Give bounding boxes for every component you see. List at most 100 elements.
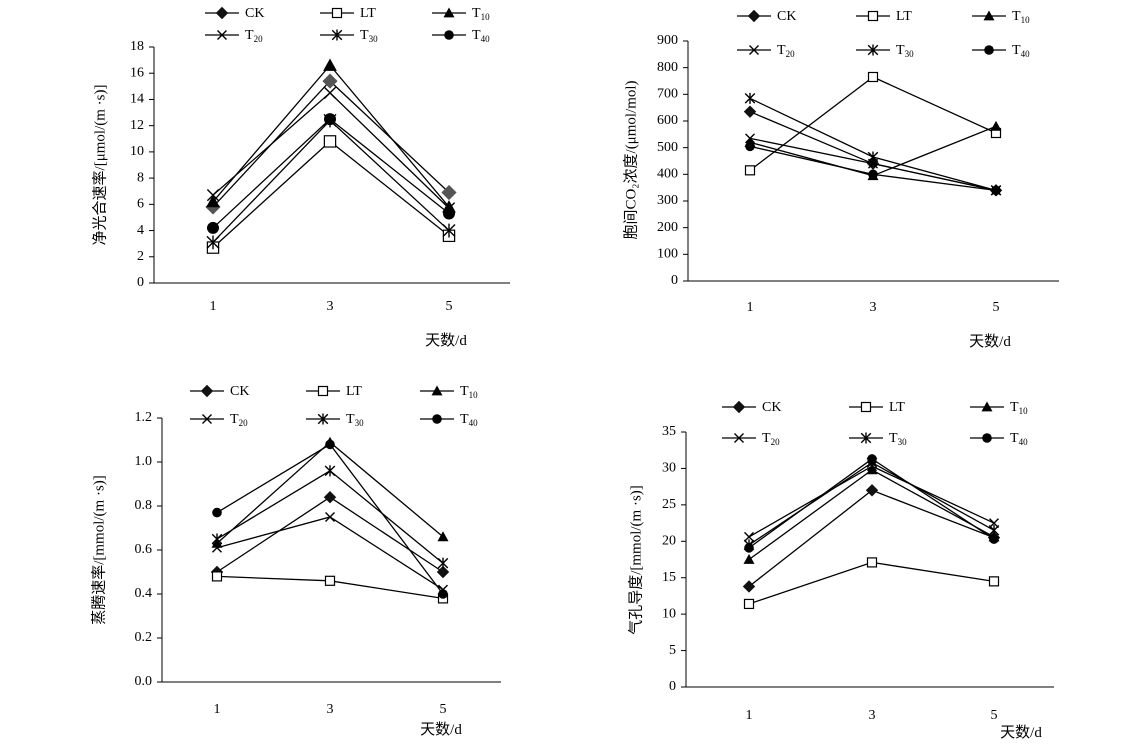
legend-label: T40 xyxy=(472,28,490,44)
data-point xyxy=(323,58,337,71)
legend-item-t20: T20 xyxy=(722,431,780,447)
data-point xyxy=(437,531,449,542)
series-line xyxy=(748,465,995,538)
y-tick-label: 14 xyxy=(130,92,144,107)
data-point xyxy=(322,73,338,89)
data-point xyxy=(436,565,450,579)
series-lt xyxy=(744,71,1002,176)
data-point xyxy=(207,221,219,234)
data-point xyxy=(437,557,449,569)
data-point xyxy=(867,454,877,464)
data-point xyxy=(743,554,755,564)
legend-label: T40 xyxy=(460,412,478,428)
legend-marker xyxy=(867,10,879,22)
y-axis-label: 蒸腾速率/[mmol/(m ·s)] xyxy=(90,475,107,625)
x-axis-label: 天数/d xyxy=(969,333,1011,350)
y-tick-label: 0.0 xyxy=(135,674,153,689)
legend-marker xyxy=(331,7,343,19)
data-point xyxy=(744,165,756,176)
series-line xyxy=(212,92,450,209)
legend-label: T30 xyxy=(896,43,914,59)
legend-item-t20: T20 xyxy=(205,28,263,44)
legend-item-t20: T20 xyxy=(190,412,248,428)
y-tick-label: 8 xyxy=(137,170,144,185)
legend-marker xyxy=(860,401,872,413)
legend-label: LT xyxy=(360,6,376,21)
legend-label: T10 xyxy=(472,6,490,22)
x-tick-label: 3 xyxy=(870,300,877,315)
legend: CK LT T10 T20 T30 T40 xyxy=(737,9,1030,59)
legend-label: T20 xyxy=(762,431,780,447)
legend-item-lt: LT xyxy=(856,9,912,24)
legend-item-t40: T40 xyxy=(420,412,478,428)
y-tick-label: 20 xyxy=(662,534,676,549)
y-axis-label: 胞间CO₂浓度/(μmol/mol) xyxy=(622,80,639,239)
legend-label: LT xyxy=(346,384,362,399)
data-point xyxy=(211,533,223,545)
legend-item-ck: CK xyxy=(190,384,249,399)
legend-item-lt: LT xyxy=(306,384,362,399)
y-tick-label: 15 xyxy=(662,570,676,585)
legend-item-t10: T10 xyxy=(972,9,1030,25)
y-tick-label: 30 xyxy=(662,461,676,476)
chart-panel-2: 0 100 200 300 400 500 600 700 800 900 1 3 5 天数/d 胞间CO₂… xyxy=(622,9,1059,350)
chart-panel-1: 0 2 4 6 8 10 12 14 16 18 1 3 5 天数/d 净光合速率/[μmol/(m ·s)… xyxy=(91,6,510,349)
legend-label: LT xyxy=(889,400,905,415)
legend-marker xyxy=(200,384,214,398)
series-t10 xyxy=(743,464,1000,564)
legend-label: T10 xyxy=(1010,400,1028,416)
x-tick-label: 1 xyxy=(210,299,217,314)
series-line xyxy=(748,561,995,605)
data-point xyxy=(443,207,455,220)
data-point xyxy=(324,113,336,126)
legend-item-ck: CK xyxy=(205,6,264,21)
legend-label: T40 xyxy=(1010,431,1028,447)
data-point xyxy=(868,169,878,180)
data-point xyxy=(442,223,456,238)
legend-label: T30 xyxy=(346,412,364,428)
y-tick-label: 100 xyxy=(657,247,678,262)
legend-item-t30: T30 xyxy=(306,412,364,428)
y-tick-label: 800 xyxy=(657,60,678,75)
x-tick-label: 1 xyxy=(214,702,221,717)
y-tick-label: 600 xyxy=(657,113,678,128)
data-point xyxy=(323,86,337,100)
legend-marker xyxy=(317,413,329,425)
x-tick-label: 3 xyxy=(869,708,876,723)
data-point xyxy=(324,575,336,586)
data-point xyxy=(325,512,335,522)
y-tick-label: 0 xyxy=(671,273,678,288)
legend-marker xyxy=(867,44,879,56)
chart-panel-3: 0.0 0.2 0.4 0.6 0.8 1.0 1.2 1 3 5 天数/d 蒸腾速率/[mmol/(… xyxy=(90,384,501,738)
series-t20 xyxy=(212,512,448,595)
legend-marker xyxy=(431,385,443,396)
y-tick-label: 0.4 xyxy=(135,586,153,601)
y-tick-label: 300 xyxy=(657,193,678,208)
y-tick-label: 4 xyxy=(137,223,144,238)
y-tick-label: 0.2 xyxy=(135,630,153,645)
x-tick-label: 3 xyxy=(327,702,334,717)
series-t20 xyxy=(206,86,456,215)
series-t30 xyxy=(206,113,456,250)
legend-item-t10: T10 xyxy=(420,384,478,400)
legend-label: LT xyxy=(896,9,912,24)
series-lt xyxy=(211,571,449,604)
y-tick-label: 35 xyxy=(662,424,676,439)
legend-item-t30: T30 xyxy=(320,28,378,44)
legend-marker xyxy=(860,432,872,444)
legend-marker xyxy=(984,45,994,55)
y-tick-label: 12 xyxy=(130,118,144,133)
legend-marker xyxy=(734,433,744,443)
legend-label: T30 xyxy=(360,28,378,44)
data-point xyxy=(206,194,220,208)
y-tick-label: 10 xyxy=(130,144,144,159)
y-tick-label: 400 xyxy=(657,167,678,182)
y-tick-label: 5 xyxy=(669,643,676,658)
legend-marker xyxy=(749,45,759,55)
legend-marker xyxy=(444,30,454,40)
legend-marker xyxy=(317,385,329,397)
data-point xyxy=(991,185,1001,196)
data-point xyxy=(206,235,220,250)
